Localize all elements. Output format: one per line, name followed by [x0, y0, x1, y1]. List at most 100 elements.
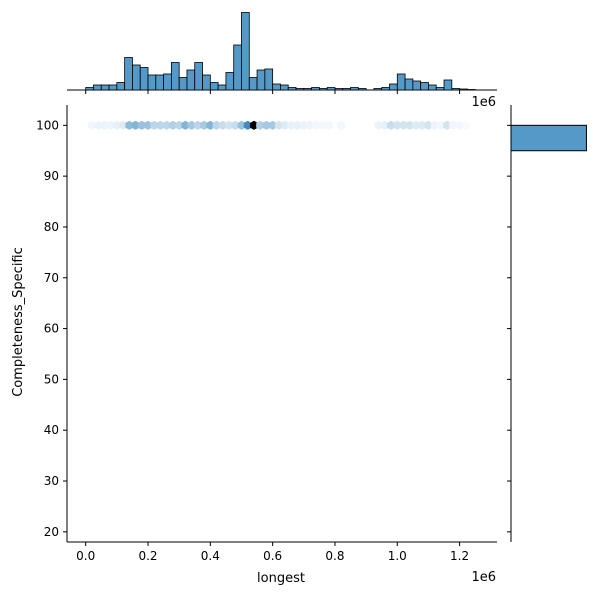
hexbin-cell	[287, 120, 296, 130]
top-hist-bar	[100, 84, 110, 91]
hexbin-cell	[187, 120, 196, 130]
x-offset-label: 1e6	[471, 570, 496, 585]
top-hist-bar	[287, 87, 297, 91]
top-hist-bar	[280, 84, 289, 91]
hexbin-cell	[268, 120, 277, 130]
top-hist-bar	[404, 78, 414, 91]
top-hist-bar	[272, 83, 281, 91]
top-hist-bar	[451, 88, 461, 91]
hexbin-cell	[112, 120, 121, 130]
top-hist-bar	[303, 88, 313, 91]
top-hist-bar	[178, 77, 188, 91]
top-hist-bar	[170, 62, 180, 91]
hexbin-cell	[106, 120, 115, 130]
top-hist-bar	[116, 82, 126, 91]
hexbin-cell	[399, 120, 408, 130]
y-tick-label: 40	[44, 423, 59, 437]
hexbin-cell	[324, 120, 333, 130]
top-hist-bar	[342, 88, 351, 91]
hexbin-cell	[306, 120, 315, 130]
y-tick-label: 90	[44, 169, 59, 183]
x-tick-label: 0.2	[138, 549, 157, 563]
hexbin-cell	[218, 120, 227, 130]
top-hist-bar	[256, 69, 266, 91]
top-hist-bar	[396, 73, 406, 91]
y-tick-label: 100	[36, 118, 59, 132]
top-histogram	[67, 12, 497, 91]
hexbin-cell	[119, 120, 128, 130]
hexbin-cell	[281, 120, 290, 130]
top-hist-bar	[202, 74, 211, 91]
hexbin-cell	[249, 120, 258, 130]
hexbin-cell	[200, 120, 209, 130]
x-tick-label: 0.8	[325, 549, 344, 563]
hexbin-cell	[293, 120, 302, 130]
top-hist-bar	[334, 88, 344, 91]
top-hist-offset-label: 1e6	[471, 95, 496, 110]
top-hist-bar	[428, 84, 437, 91]
hexbin-cell	[262, 120, 271, 130]
top-hist-bar	[381, 87, 390, 91]
hexbin-cell	[312, 120, 321, 130]
top-hist-bar	[459, 88, 468, 91]
hexbin-cell	[100, 120, 109, 130]
hexbin-cell	[150, 120, 159, 130]
x-tick-label: 0.6	[263, 549, 282, 563]
y-axis-label: Completeness_Specific	[11, 247, 26, 397]
right-histogram	[510, 105, 587, 542]
hexbin-cell	[162, 120, 171, 130]
right-hist-bar	[510, 124, 587, 152]
top-hist-bar	[85, 87, 94, 91]
top-hist-bar	[318, 88, 328, 91]
top-hist-bar	[124, 57, 133, 91]
hexbin-cell	[318, 120, 327, 130]
hexbin-cell	[455, 120, 464, 130]
hexbin-cell	[430, 120, 439, 130]
hexbin-cell	[436, 120, 445, 130]
top-hist-bar	[139, 67, 149, 91]
hexbin-cell	[243, 120, 252, 130]
hexbin-cell	[380, 120, 389, 130]
top-hist-bar	[225, 72, 235, 91]
hexbin-cell	[193, 120, 202, 130]
top-hist-bar	[155, 74, 164, 91]
hexbin-cell	[412, 120, 420, 130]
top-hist-bar	[435, 87, 445, 91]
hexbin-layer	[87, 120, 470, 130]
hexbin-cell	[387, 120, 396, 130]
top-hist-bar	[420, 82, 429, 91]
hexbin-cell	[374, 120, 383, 130]
hexbin-cell	[181, 120, 190, 130]
hexbin-cell	[206, 120, 215, 130]
top-hist-bar	[194, 62, 203, 91]
hexbin-cell	[299, 120, 308, 130]
hexbin-cell	[424, 120, 433, 130]
x-tick-label: 0.4	[201, 549, 220, 563]
top-hist-bar	[264, 68, 274, 91]
top-hist-bar	[326, 87, 336, 91]
top-hist-bar	[248, 77, 258, 91]
hexbin-cell	[225, 120, 234, 130]
hexbin-cell	[449, 120, 458, 130]
top-hist-bar	[147, 74, 157, 91]
hexbin-cell	[87, 120, 96, 130]
hexbin-cell	[94, 120, 103, 130]
top-hist-bar	[132, 64, 141, 91]
hexbin-cell	[137, 120, 146, 130]
hexbin-cell	[393, 120, 402, 130]
top-hist-bar	[443, 79, 453, 91]
top-hist-bar	[295, 88, 305, 91]
y-tick-label: 80	[44, 220, 59, 234]
top-hist-bar	[233, 44, 242, 91]
top-hist-bar	[412, 80, 422, 91]
y-tick-label: 20	[44, 525, 59, 539]
hexbin-cell	[175, 120, 184, 130]
top-hist-bar	[108, 84, 118, 91]
top-hist-bar	[217, 84, 227, 91]
hexbin-cell	[168, 120, 177, 130]
top-hist-bar	[466, 89, 476, 91]
x-tick-label: 1.0	[388, 549, 407, 563]
hexbin-cell	[237, 120, 246, 130]
hexbin-cell	[256, 120, 265, 130]
